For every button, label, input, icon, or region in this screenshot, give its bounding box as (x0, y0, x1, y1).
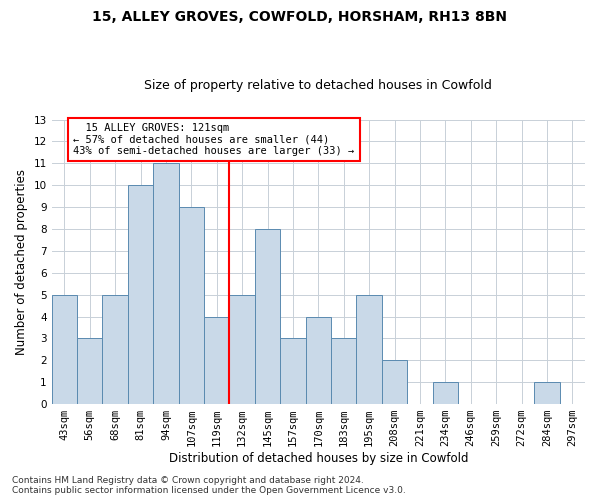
Text: Contains HM Land Registry data © Crown copyright and database right 2024.
Contai: Contains HM Land Registry data © Crown c… (12, 476, 406, 495)
Bar (331, 338, 356, 404)
Bar (153, 164, 179, 404)
Bar (305, 316, 331, 404)
Bar (534, 382, 560, 404)
X-axis label: Distribution of detached houses by size in Cowfold: Distribution of detached houses by size … (169, 452, 468, 465)
Bar (103, 294, 128, 404)
Bar (179, 207, 204, 404)
Bar (382, 360, 407, 404)
Bar (255, 229, 280, 404)
Text: 15 ALLEY GROVES: 121sqm
← 57% of detached houses are smaller (44)
43% of semi-de: 15 ALLEY GROVES: 121sqm ← 57% of detache… (73, 123, 355, 156)
Bar (433, 382, 458, 404)
Bar (128, 185, 153, 404)
Y-axis label: Number of detached properties: Number of detached properties (15, 169, 28, 355)
Bar (229, 294, 255, 404)
Bar (356, 294, 382, 404)
Bar (204, 316, 229, 404)
Bar (280, 338, 305, 404)
Bar (77, 338, 103, 404)
Text: 15, ALLEY GROVES, COWFOLD, HORSHAM, RH13 8BN: 15, ALLEY GROVES, COWFOLD, HORSHAM, RH13… (92, 10, 508, 24)
Bar (52, 294, 77, 404)
Title: Size of property relative to detached houses in Cowfold: Size of property relative to detached ho… (145, 79, 492, 92)
